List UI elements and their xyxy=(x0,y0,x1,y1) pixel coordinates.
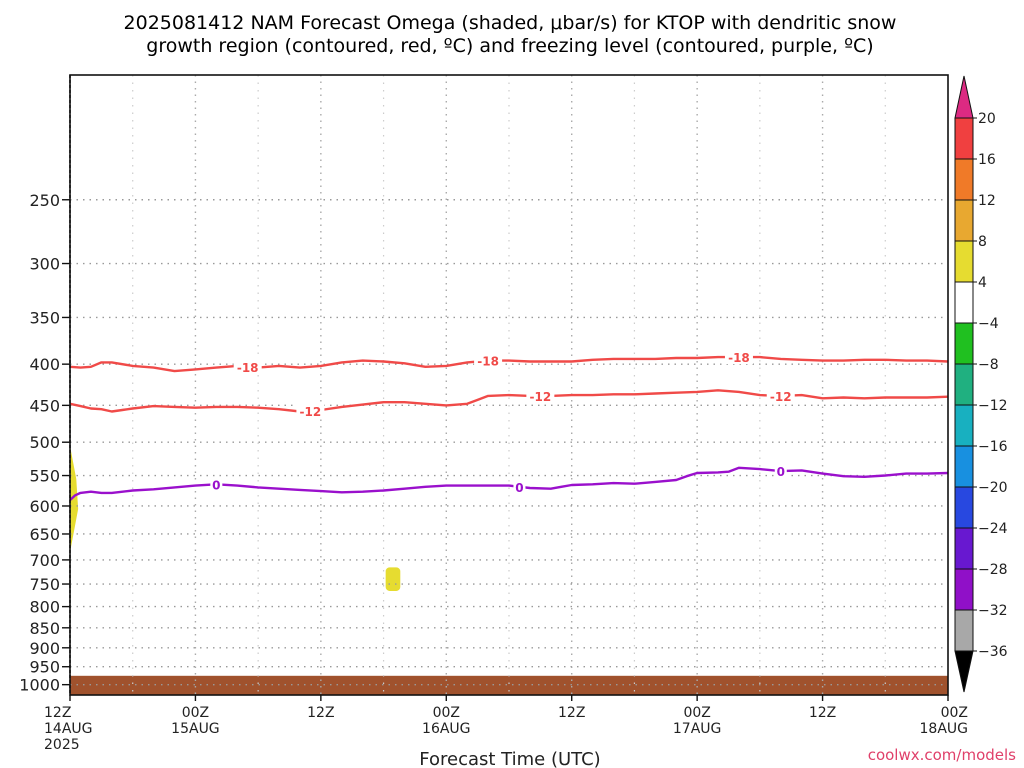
colorbar-segment xyxy=(954,281,974,324)
y-tick-label: 700 xyxy=(29,551,60,570)
contour-label-bg xyxy=(774,464,787,479)
colorbar-segment xyxy=(954,404,974,447)
y-tick-label: 800 xyxy=(29,598,60,617)
y-tick-label: 650 xyxy=(29,525,60,544)
colorbar-tick-label: −36 xyxy=(978,644,1008,660)
x-tick-label: 2025 xyxy=(44,737,80,753)
y-tick-label: 350 xyxy=(29,308,60,327)
x-axis-label: Forecast Time (UTC) xyxy=(419,749,600,768)
y-tick-label: 250 xyxy=(29,191,60,210)
colorbar-tick-label: 16 xyxy=(978,152,996,168)
x-tick-label: 12Z xyxy=(558,705,585,721)
colorbar-tick-label: 20 xyxy=(978,111,996,127)
contour-label: -12 xyxy=(300,405,322,419)
colorbar-tick-label: −12 xyxy=(978,398,1008,414)
y-tick-label: 900 xyxy=(29,639,60,658)
colorbar-segment xyxy=(954,363,974,406)
colorbar-bottom-arrow xyxy=(954,650,974,693)
colorbar-tick-label: −8 xyxy=(978,357,999,373)
contour-label-bg xyxy=(526,388,555,403)
x-tick-label: 12Z xyxy=(44,705,71,721)
y-tick-label: 450 xyxy=(29,396,60,415)
colorbar-segment xyxy=(954,527,974,570)
x-tick-label: 16AUG xyxy=(422,721,471,737)
y-tick-label: 550 xyxy=(29,467,60,486)
contour-label: 0 xyxy=(515,481,523,495)
contour-label-bg xyxy=(766,388,795,403)
credit-text: coolwx.com/models xyxy=(868,746,1016,764)
y-tick-label: 600 xyxy=(29,497,60,516)
colorbar-tick-label: −28 xyxy=(978,562,1008,578)
x-tick-label: 00Z xyxy=(683,705,710,721)
omega-shaded-region xyxy=(385,567,401,591)
ground-region xyxy=(70,675,948,695)
colorbar-segment xyxy=(954,568,974,611)
colorbar-segment xyxy=(954,240,974,283)
contour-line xyxy=(69,389,949,413)
colorbar-tick-label: 8 xyxy=(978,234,987,250)
contour-label: 0 xyxy=(212,478,220,492)
colorbar-segment xyxy=(954,445,974,488)
colorbar-segment xyxy=(954,158,974,201)
contour-label-bg xyxy=(210,477,223,492)
x-tick-label: 12Z xyxy=(307,705,334,721)
y-tick-label: 750 xyxy=(29,575,60,594)
contour-label-bg xyxy=(724,350,753,365)
colorbar-segment xyxy=(954,322,974,365)
y-tick-label: 400 xyxy=(29,355,60,374)
colorbar-top-arrow xyxy=(954,75,974,119)
contour-label: -18 xyxy=(477,355,499,369)
y-axis: 2503003504004505005506006507007508008509… xyxy=(19,191,70,695)
colorbar-segment xyxy=(954,117,974,160)
colorbar: 20 16 12 8 4 −4 −8 −12 −16 −20 −24 −28 −32 −36 xyxy=(954,75,1008,693)
x-tick-label: 14AUG xyxy=(44,721,93,737)
colorbar-tick-label: −16 xyxy=(978,439,1008,455)
x-tick-label: 00Z xyxy=(941,705,968,721)
contour-label: -18 xyxy=(237,361,259,375)
colorbar-segment xyxy=(954,486,974,529)
y-tick-label: 300 xyxy=(29,255,60,274)
colorbar-segment xyxy=(954,609,974,652)
x-tick-label: 18AUG xyxy=(920,721,969,737)
plot-area: -18 -18 -18 -12 -12 -12 0 0 0 xyxy=(69,74,949,696)
chart-title-line1: 2025081412 NAM Forecast Omega (shaded, μ… xyxy=(124,12,897,34)
colorbar-segment xyxy=(954,199,974,242)
x-tick-label: 00Z xyxy=(433,705,460,721)
colorbar-tick-label: −24 xyxy=(978,521,1008,537)
y-tick-label: 500 xyxy=(29,433,60,452)
chart-title-line2: growth region (contoured, red, ºC) and f… xyxy=(146,35,873,57)
colorbar-tick-label: 12 xyxy=(978,193,996,209)
colorbar-tick-label: −4 xyxy=(978,316,999,332)
plot-frame xyxy=(69,74,949,696)
colorbar-tick-label: 4 xyxy=(978,275,987,291)
omega-shaded-region xyxy=(70,445,79,553)
y-tick-label: 850 xyxy=(29,619,60,638)
y-tick-label: 1000 xyxy=(19,676,60,695)
contour-label: -12 xyxy=(530,390,552,404)
x-tick-label: 15AUG xyxy=(171,721,220,737)
contour-label: -18 xyxy=(728,351,750,365)
contour-label-bg xyxy=(296,403,325,418)
contour-label-bg xyxy=(233,359,262,374)
colorbar-tick-label: −20 xyxy=(978,480,1008,496)
colorbar-tick-label: −32 xyxy=(978,603,1008,619)
x-tick-label: 00Z xyxy=(182,705,209,721)
contour-label-bg xyxy=(474,353,503,368)
contour-label: -12 xyxy=(770,390,792,404)
y-tick-label: 950 xyxy=(29,658,60,677)
contour-label: 0 xyxy=(777,465,785,479)
contour-label-bg xyxy=(513,479,526,494)
x-tick-label: 17AUG xyxy=(673,721,722,737)
x-tick-label: 12Z xyxy=(809,705,836,721)
